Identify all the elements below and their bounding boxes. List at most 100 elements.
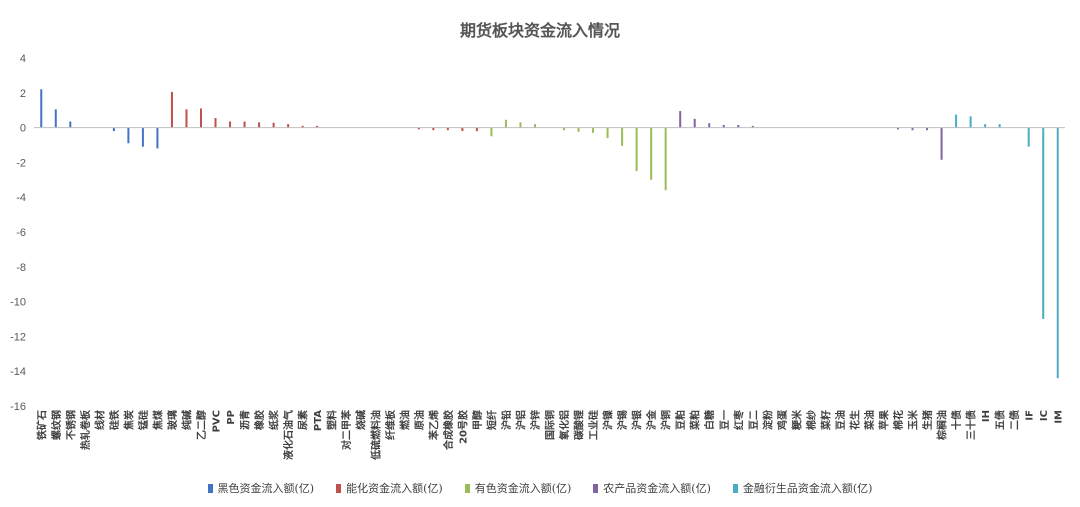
legend-label: 黑色资金流入额(亿) [217, 482, 315, 495]
bar [650, 127, 653, 180]
y-tick-label: -14 [10, 366, 26, 378]
x-tick-label: 白糖 [703, 410, 716, 430]
bar [635, 127, 638, 172]
bar [751, 125, 754, 128]
x-tick-label: 碳酸锂 [573, 410, 586, 440]
chart-title: 期货板块资金流入情况 [459, 21, 620, 40]
legend-item: 能化资金流入额(亿) [336, 480, 443, 496]
bar [911, 127, 914, 131]
y-tick-label: -12 [10, 331, 26, 343]
x-tick-label: 玉米 [907, 409, 920, 430]
y-tick-label: 4 [20, 53, 26, 65]
bar [112, 127, 115, 132]
x-tick-label: 尿素 [297, 410, 310, 430]
bar [446, 127, 449, 131]
x-tick-label: 红枣 [732, 409, 745, 430]
x-tick-label: 烧碱 [355, 410, 368, 430]
x-tick-label: 20号胶 [456, 410, 469, 444]
x-tick-label: 沪镍 [602, 410, 615, 430]
x-tick-label: 菜油 [863, 410, 876, 431]
bar [1056, 127, 1059, 379]
x-tick-label: 燃油 [398, 410, 411, 430]
x-tick-label: 沪铝 [514, 410, 527, 430]
x-tick-label: 鸡蛋 [776, 410, 789, 431]
y-tick-label: -4 [16, 192, 26, 204]
x-tick-label: 国际铜 [544, 410, 557, 440]
x-tick-label: 五债 [994, 410, 1007, 430]
x-tick-label: 棉花 [892, 410, 905, 430]
x-tick-label: 液化石油气 [282, 410, 295, 460]
bar [54, 109, 57, 128]
y-tick-label: -16 [10, 401, 26, 413]
bar [272, 122, 275, 128]
bar [679, 111, 682, 128]
x-tick-label: 原油 [413, 410, 426, 430]
x-tick-label: 豆粕 [674, 410, 687, 430]
bar [170, 91, 173, 128]
bar [1027, 127, 1030, 147]
bar [475, 127, 478, 132]
x-tick-label: 沪锌 [529, 410, 542, 430]
bar [316, 125, 319, 128]
bar [737, 124, 740, 128]
x-tick-label: 玻璃 [166, 410, 179, 430]
x-tick-label: 沪铅 [500, 410, 513, 430]
x-tick-label: 对二甲苯 [340, 409, 353, 450]
legend-swatch [593, 483, 599, 493]
x-tick-label: 三十债 [965, 410, 978, 440]
x-tick-label: 焦煤 [151, 410, 164, 431]
x-tick-label: 工业硅 [587, 410, 600, 440]
bar [563, 127, 566, 131]
x-tick-label: PVC [212, 410, 223, 432]
legend-item: 金融衍生品资金流入额(亿) [732, 480, 873, 496]
bar [287, 124, 290, 128]
bar [490, 127, 493, 137]
bar [577, 127, 580, 132]
x-tick-label: 纤维板 [384, 409, 397, 440]
bar [229, 121, 232, 128]
bar [156, 127, 159, 149]
x-tick-label: 螺纹钢 [50, 410, 63, 440]
x-tick-label: 棕榈油 [936, 410, 949, 441]
x-tick-label: 粳米 [790, 409, 803, 431]
bar [664, 127, 667, 191]
bar [621, 127, 624, 146]
bar [258, 122, 261, 128]
bar [984, 124, 987, 128]
bar [519, 122, 522, 128]
x-tick-label: 沥青 [239, 410, 252, 430]
y-tick-label: -8 [16, 262, 26, 274]
x-tick-label: 纯碱 [180, 410, 193, 430]
x-tick-label: 低硫燃料油 [369, 410, 382, 461]
x-tick-label: 沪锡 [616, 410, 629, 430]
bar [301, 125, 304, 128]
legend-label: 金融衍生品资金流入额(亿) [742, 482, 873, 495]
legend-swatch [207, 483, 213, 493]
x-tick-label: 锰硅 [137, 410, 150, 430]
legend-item: 有色资金流入额(亿) [464, 480, 571, 496]
x-tick-label: 苹果 [877, 409, 890, 430]
x-tick-label: PP [226, 410, 237, 425]
x-tick-label: 淀粉 [761, 410, 774, 430]
bar [592, 127, 595, 133]
bar [417, 127, 420, 130]
legend-item: 黑色资金流入额(亿) [207, 480, 315, 496]
bar [926, 127, 929, 131]
bar [969, 116, 972, 128]
bar [955, 114, 958, 128]
x-tick-label: 合成橡胶 [442, 410, 455, 451]
bar [722, 124, 725, 128]
x-tick-label: PTA [313, 410, 324, 431]
x-tick-label: 硅铁 [108, 410, 121, 430]
bar [185, 109, 188, 128]
bar [127, 127, 130, 144]
x-tick-label: 十债 [950, 410, 963, 430]
x-tick-label: 二债 [1008, 410, 1021, 430]
x-tick-label: IC [1039, 410, 1050, 421]
x-tick-label: 豆油 [834, 410, 847, 430]
y-tick-label: -2 [16, 157, 26, 169]
bar [998, 124, 1001, 128]
y-tick-label: -10 [10, 297, 26, 309]
y-tick-label: -6 [16, 227, 26, 239]
